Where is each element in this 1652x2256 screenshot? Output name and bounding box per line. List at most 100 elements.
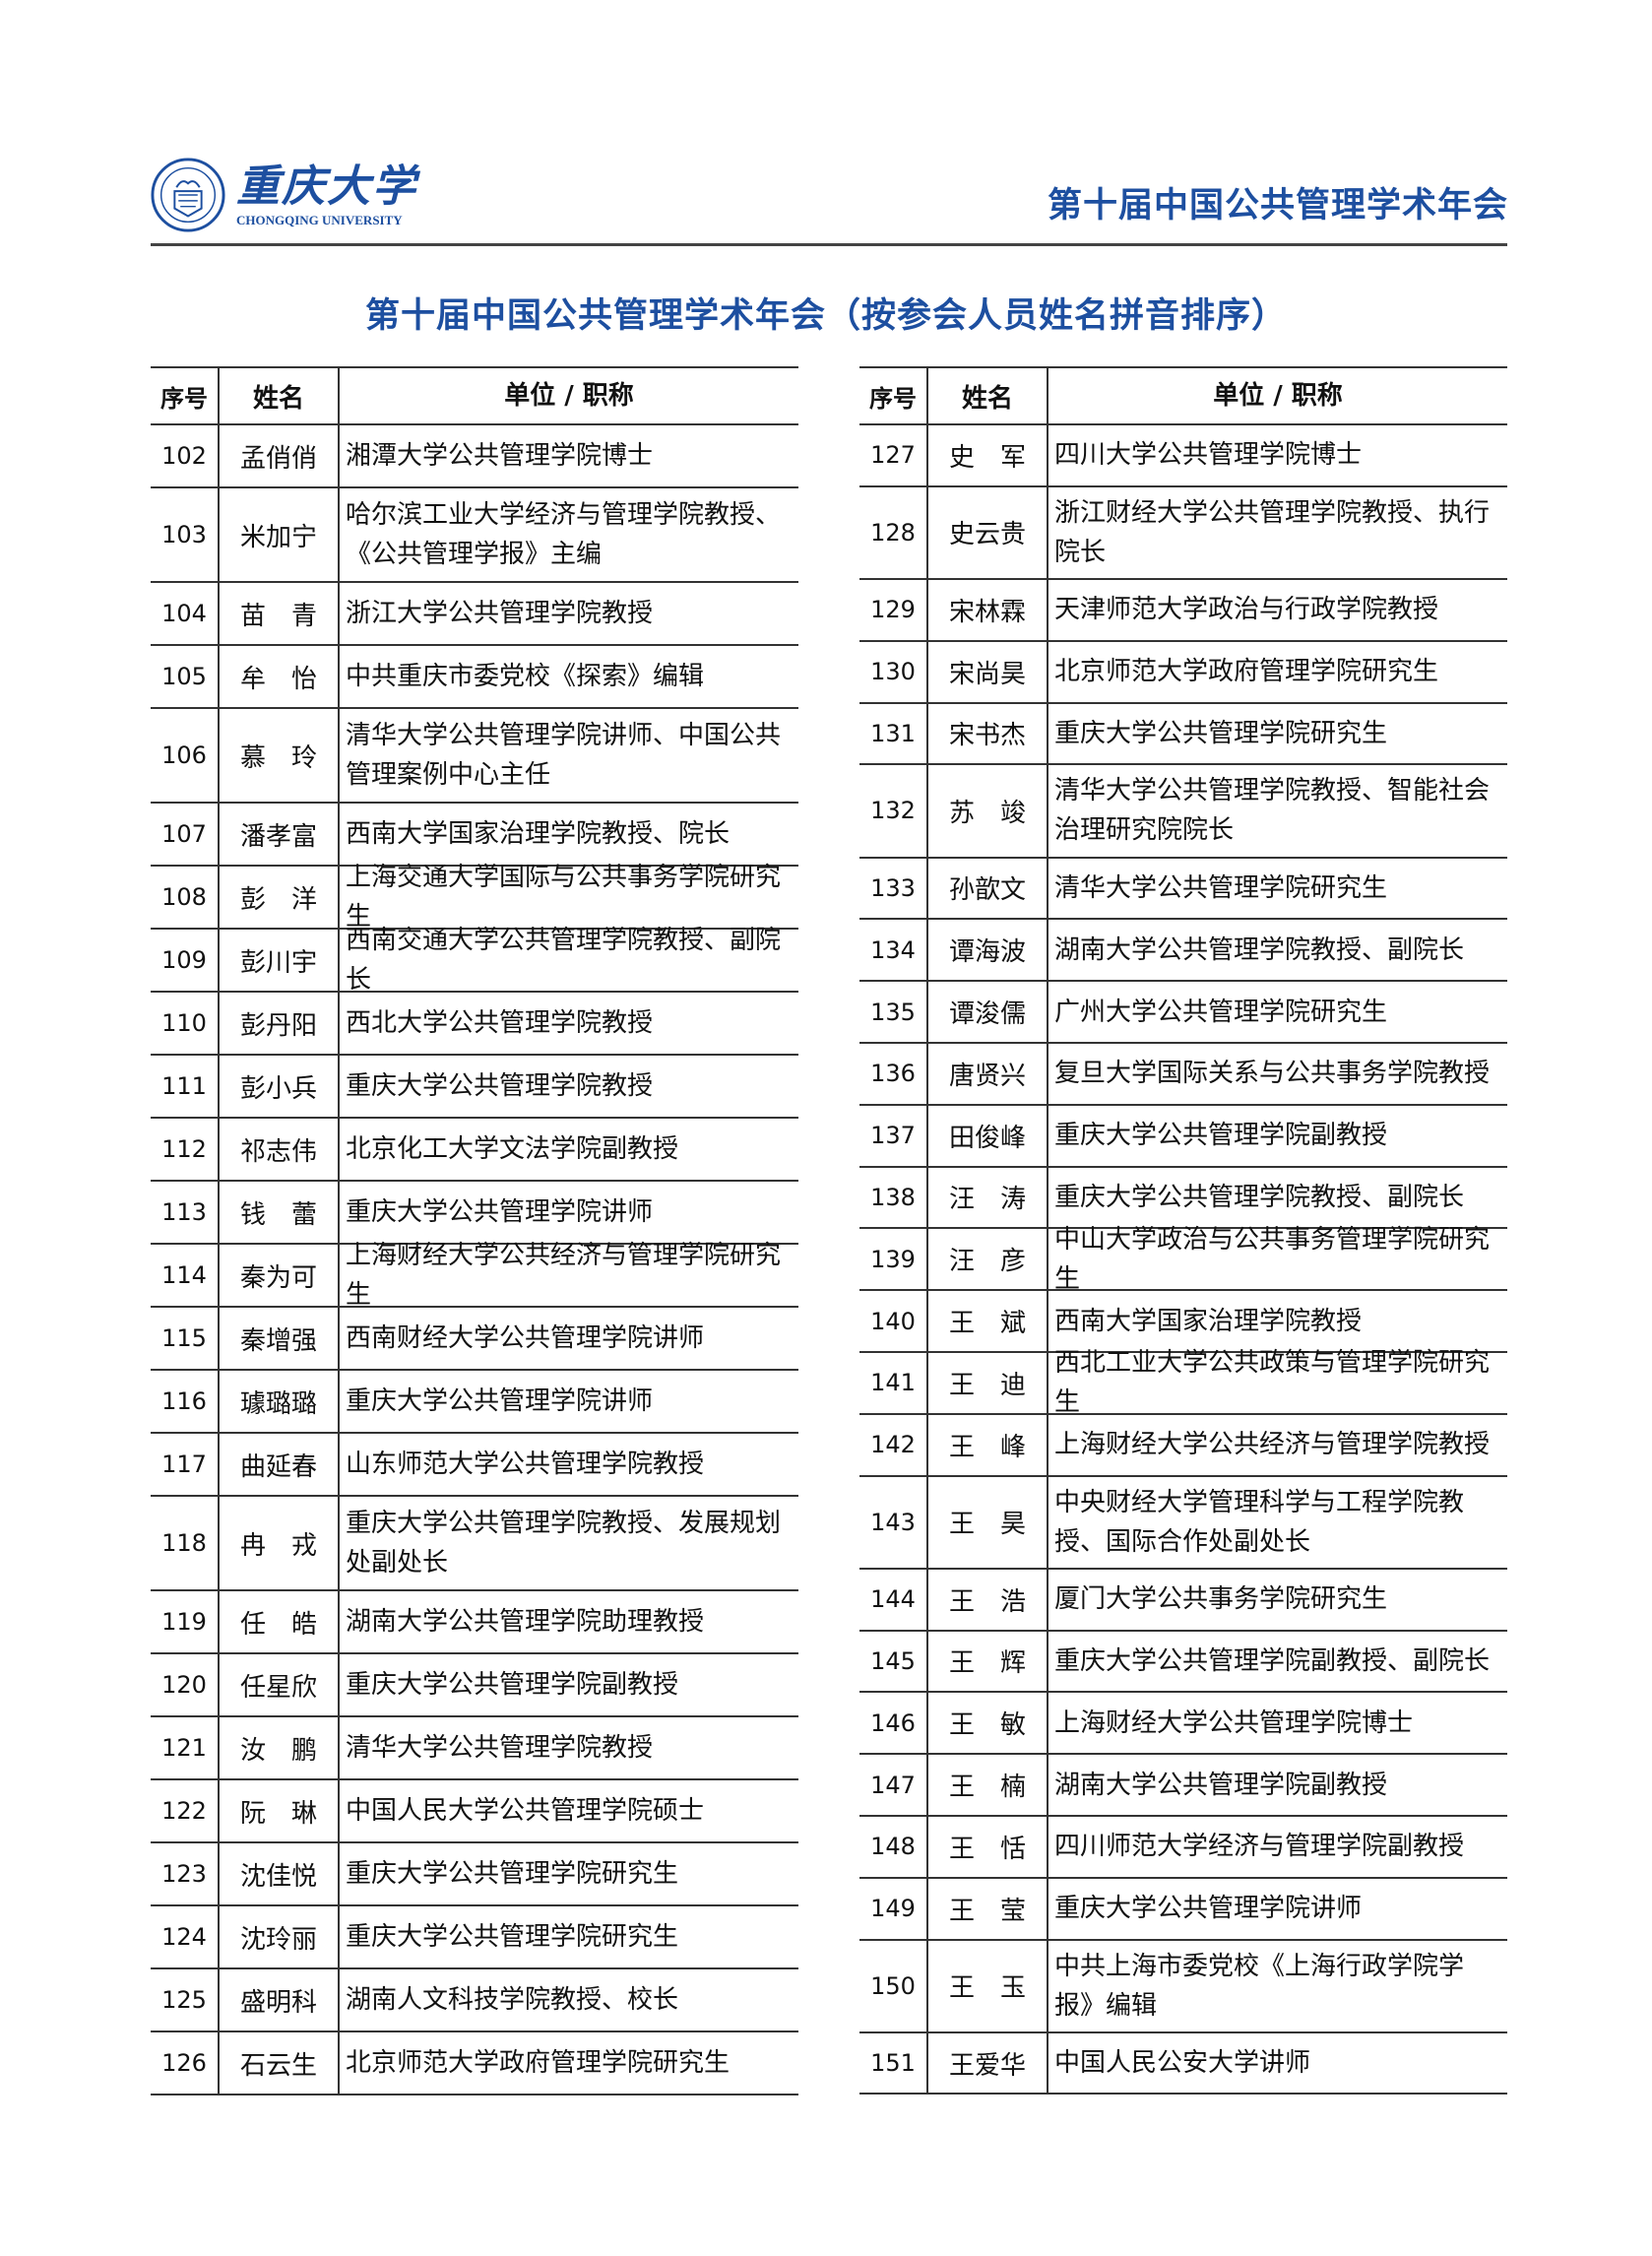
cell-number: 124 [151, 1906, 220, 1967]
cell-affiliation: 重庆大学公共管理学院教授、发展规划处副处长 [346, 1509, 782, 1578]
cell-name: 王 敏 [928, 1693, 1048, 1754]
cell-affiliation: 中国人民大学公共管理学院硕士 [346, 1796, 705, 1826]
table-row: 104 苗 青浙江大学公共管理学院教授 [151, 583, 798, 646]
cell-affiliation: 四川师范大学经济与管理学院副教授 [1054, 1832, 1465, 1862]
cell-name: 谭浚儒 [928, 982, 1048, 1042]
cell-name: 唐贤兴 [928, 1043, 1048, 1104]
table-row: 131 宋书杰 重庆大学公共管理学院研究生 [859, 703, 1507, 766]
table-row: 128 史云贵 浙江财经大学公共管理学院教授、执行院长 [859, 486, 1507, 580]
cell-name: 王 浩 [928, 1569, 1048, 1630]
table-row: 120 任星欣 重庆大学公共管理学院副教授 [151, 1654, 798, 1717]
table-row: 151 王爱华 中国人民公安大学讲师 [859, 2032, 1507, 2095]
cell-number: 136 [859, 1043, 928, 1104]
cell-affiliation: 天津师范大学政治与行政学院教授 [1054, 595, 1439, 625]
cell-number: 105 [151, 646, 220, 707]
table-row: 140 王 斌西南大学国家治理学院教授 [859, 1291, 1507, 1353]
cell-affiliation: 四川大学公共管理学院博士 [1054, 440, 1363, 471]
page-title: 第十届中国公共管理学术年会（按参会人员姓名拼音排序） [364, 296, 1287, 336]
cell-affiliation: 湖南大学公共管理学院教授、副院长 [1054, 935, 1465, 965]
cell-affiliation: 浙江大学公共管理学院教授 [346, 599, 654, 628]
cell-number: 121 [151, 1717, 220, 1778]
cell-name: 苗 青 [220, 583, 340, 644]
table-header: 序号 姓名 单位 / 职称 [859, 368, 1507, 425]
cell-affiliation: 重庆大学公共管理学院副教授、副院长 [1054, 1645, 1491, 1676]
cell-affiliation: 清华大学公共管理学院教授 [346, 1733, 654, 1763]
cell-number: 148 [859, 1816, 928, 1877]
table-row: 145 王 辉重庆大学公共管理学院副教授、副院长 [859, 1631, 1507, 1694]
cell-number: 127 [859, 425, 928, 485]
cell-number: 138 [859, 1167, 928, 1228]
table-row: 144 王 浩厦门大学公共事务学院研究生 [859, 1569, 1507, 1632]
cell-affiliation: 西南交通大学公共管理学院教授、副院长 [346, 926, 782, 995]
cell-name: 宋林霖 [928, 579, 1048, 640]
cell-name: 钱 蕾 [220, 1182, 340, 1243]
cell-affiliation: 山东师范大学公共管理学院教授 [346, 1450, 705, 1479]
table-header: 序号 姓名 单位 / 职称 [151, 368, 798, 425]
cell-number: 117 [151, 1434, 220, 1495]
university-seal-icon [151, 158, 225, 232]
cell-number: 126 [151, 2032, 220, 2094]
cell-number: 104 [151, 583, 220, 644]
cell-name: 王 辉 [928, 1631, 1048, 1692]
cell-affiliation: 西南财经大学公共管理学院讲师 [346, 1323, 705, 1353]
table-row: 135 谭浚儒 广州大学公共管理学院研究生 [859, 982, 1507, 1044]
table-row: 114 秦为可 上海财经大学公共经济与管理学院研究生 [151, 1241, 798, 1310]
table-row: 125 盛明科 湖南人文科技学院教授、校长 [151, 1969, 798, 2032]
cell-name: 宋书杰 [928, 703, 1048, 764]
cell-name: 田俊峰 [928, 1105, 1048, 1166]
cell-name: 王 楠 [928, 1755, 1048, 1815]
cell-number: 143 [859, 1476, 928, 1568]
cell-number: 151 [859, 2032, 928, 2094]
cell-affiliation: 西北大学公共管理学院教授 [346, 1008, 654, 1038]
cell-affiliation: 湘潭大学公共管理学院博士 [346, 441, 654, 471]
cell-affiliation: 重庆大学公共管理学院讲师 [346, 1197, 654, 1227]
cell-number: 141 [859, 1352, 928, 1413]
cell-number: 129 [859, 579, 928, 640]
cell-name: 王 恬 [928, 1816, 1048, 1877]
logo-chinese-name: 重庆大学 [236, 161, 417, 212]
cell-number: 107 [151, 804, 220, 865]
cell-number: 106 [151, 709, 220, 802]
cell-number: 150 [859, 1940, 928, 2031]
cell-number: 112 [151, 1119, 220, 1180]
table-row: 111 彭小兵 重庆大学公共管理学院教授 [151, 1056, 798, 1119]
cell-number: 139 [859, 1229, 928, 1290]
cell-affiliation: 上海财经大学公共管理学院博士 [1054, 1708, 1414, 1738]
attendee-table-left: 序号 姓名 单位 / 职称 102 孟俏俏 湘潭大学公共管理学院博士 103 米加宁 哈尔… [151, 366, 798, 2095]
cell-name: 牟 怡 [220, 646, 340, 707]
cell-name: 阮 琳 [220, 1780, 340, 1841]
cell-affiliation: 上海财经大学公共经济与管理学院教授 [1054, 1430, 1491, 1460]
table-row: 132 苏 竣清华大学公共管理学院教授、智能社会治理研究院院长 [859, 765, 1507, 859]
cell-name: 王 昊 [928, 1476, 1048, 1568]
cell-name: 王爱华 [928, 2032, 1048, 2094]
column-header-name: 姓名 [220, 368, 340, 423]
cell-affiliation: 重庆大学公共管理学院教授、副院长 [1054, 1182, 1465, 1212]
cell-number: 142 [859, 1414, 928, 1475]
table-row: 133 孙歆文 清华大学公共管理学院研究生 [859, 858, 1507, 921]
table-row: 149 王 莹重庆大学公共管理学院讲师 [859, 1878, 1507, 1941]
table-row: 121 汝 鹏清华大学公共管理学院教授 [151, 1717, 798, 1780]
cell-name: 潘孝富 [220, 804, 340, 865]
cell-name: 孙歆文 [928, 858, 1048, 919]
attendee-table-right: 序号 姓名 单位 / 职称 127 史 军四川大学公共管理学院博士 128 史云贵 浙江… [859, 366, 1507, 2095]
cell-name: 曲延春 [220, 1434, 340, 1495]
cell-number: 102 [151, 425, 220, 486]
cell-affiliation: 北京师范大学政府管理学院研究生 [1054, 657, 1439, 687]
cell-affiliation: 复旦大学国际关系与公共事务学院教授 [1054, 1059, 1491, 1089]
cell-affiliation: 重庆大学公共管理学院副教授 [346, 1670, 679, 1700]
cell-affiliation: 重庆大学公共管理学院讲师 [346, 1386, 654, 1416]
cell-affiliation: 重庆大学公共管理学院研究生 [346, 1922, 679, 1952]
cell-affiliation: 中共重庆市委党校《探索》编辑 [346, 662, 705, 691]
cell-number: 131 [859, 703, 928, 764]
column-header-name: 姓名 [928, 368, 1048, 423]
table-row: 143 王 昊中央财经大学管理科学与工程学院教授、国际合作处副处长 [859, 1476, 1507, 1570]
cell-number: 135 [859, 982, 928, 1042]
table-row: 127 史 军四川大学公共管理学院博士 [859, 425, 1507, 487]
cell-affiliation: 中山大学政治与公共事务管理学院研究生 [1054, 1224, 1491, 1294]
cell-number: 114 [151, 1245, 220, 1306]
cell-affiliation: 西南大学国家治理学院教授 [1054, 1306, 1363, 1336]
table-row: 106 慕 玲清华大学公共管理学院讲师、中国公共管理案例中心主任 [151, 709, 798, 804]
table-row: 142 王 峰上海财经大学公共经济与管理学院教授 [859, 1414, 1507, 1477]
cell-affiliation: 西北工业大学公共政策与管理学院研究生 [1054, 1348, 1491, 1418]
cell-name: 彭川宇 [220, 930, 340, 991]
